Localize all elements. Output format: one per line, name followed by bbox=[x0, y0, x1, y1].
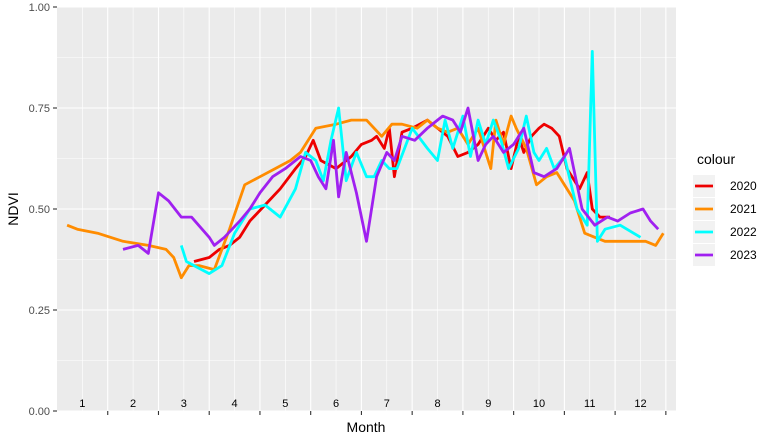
month-label-4: 4 bbox=[232, 398, 238, 410]
month-label-6: 6 bbox=[333, 398, 339, 410]
legend-label-2021: 2021 bbox=[730, 202, 757, 216]
y-axis-title: NDVI bbox=[5, 192, 21, 225]
legend-items: 2020 2021 2022 2023 bbox=[693, 175, 757, 266]
month-label-9: 9 bbox=[485, 398, 491, 410]
legend-label-2023: 2023 bbox=[730, 248, 757, 262]
legend-label-2022: 2022 bbox=[730, 225, 757, 239]
y-tick-label: 0.25 bbox=[29, 305, 50, 317]
month-label-8: 8 bbox=[434, 398, 440, 410]
series-line-2023 bbox=[122, 106, 660, 255]
x-axis bbox=[107, 411, 667, 415]
month-label-3: 3 bbox=[181, 398, 187, 410]
x-axis-title: Month bbox=[347, 419, 386, 435]
y-axis: 0.00 0.25 0.50 0.75 1.00 bbox=[29, 2, 57, 418]
month-label-10: 10 bbox=[533, 398, 545, 410]
month-label-12: 12 bbox=[634, 398, 646, 410]
month-label-5: 5 bbox=[282, 398, 288, 410]
y-tick-label: 0.00 bbox=[29, 406, 50, 418]
y-tick-label: 1.00 bbox=[29, 2, 50, 14]
month-label-11: 11 bbox=[584, 398, 595, 410]
legend-title: colour bbox=[697, 151, 735, 167]
legend-label-2020: 2020 bbox=[730, 179, 757, 193]
legend: colour 2020 2021 2022 2023 bbox=[693, 151, 757, 266]
month-labels: 1 2 3 4 5 6 7 8 9 10 11 12 bbox=[79, 398, 646, 410]
y-tick-label: 0.75 bbox=[29, 103, 50, 115]
month-label-2: 2 bbox=[130, 398, 136, 410]
month-label-1: 1 bbox=[79, 398, 85, 410]
month-label-7: 7 bbox=[384, 398, 390, 410]
y-tick-label: 0.50 bbox=[29, 204, 50, 216]
grid-lines bbox=[57, 6, 676, 412]
series-lines bbox=[66, 50, 665, 280]
series-line-2022 bbox=[179, 50, 642, 276]
